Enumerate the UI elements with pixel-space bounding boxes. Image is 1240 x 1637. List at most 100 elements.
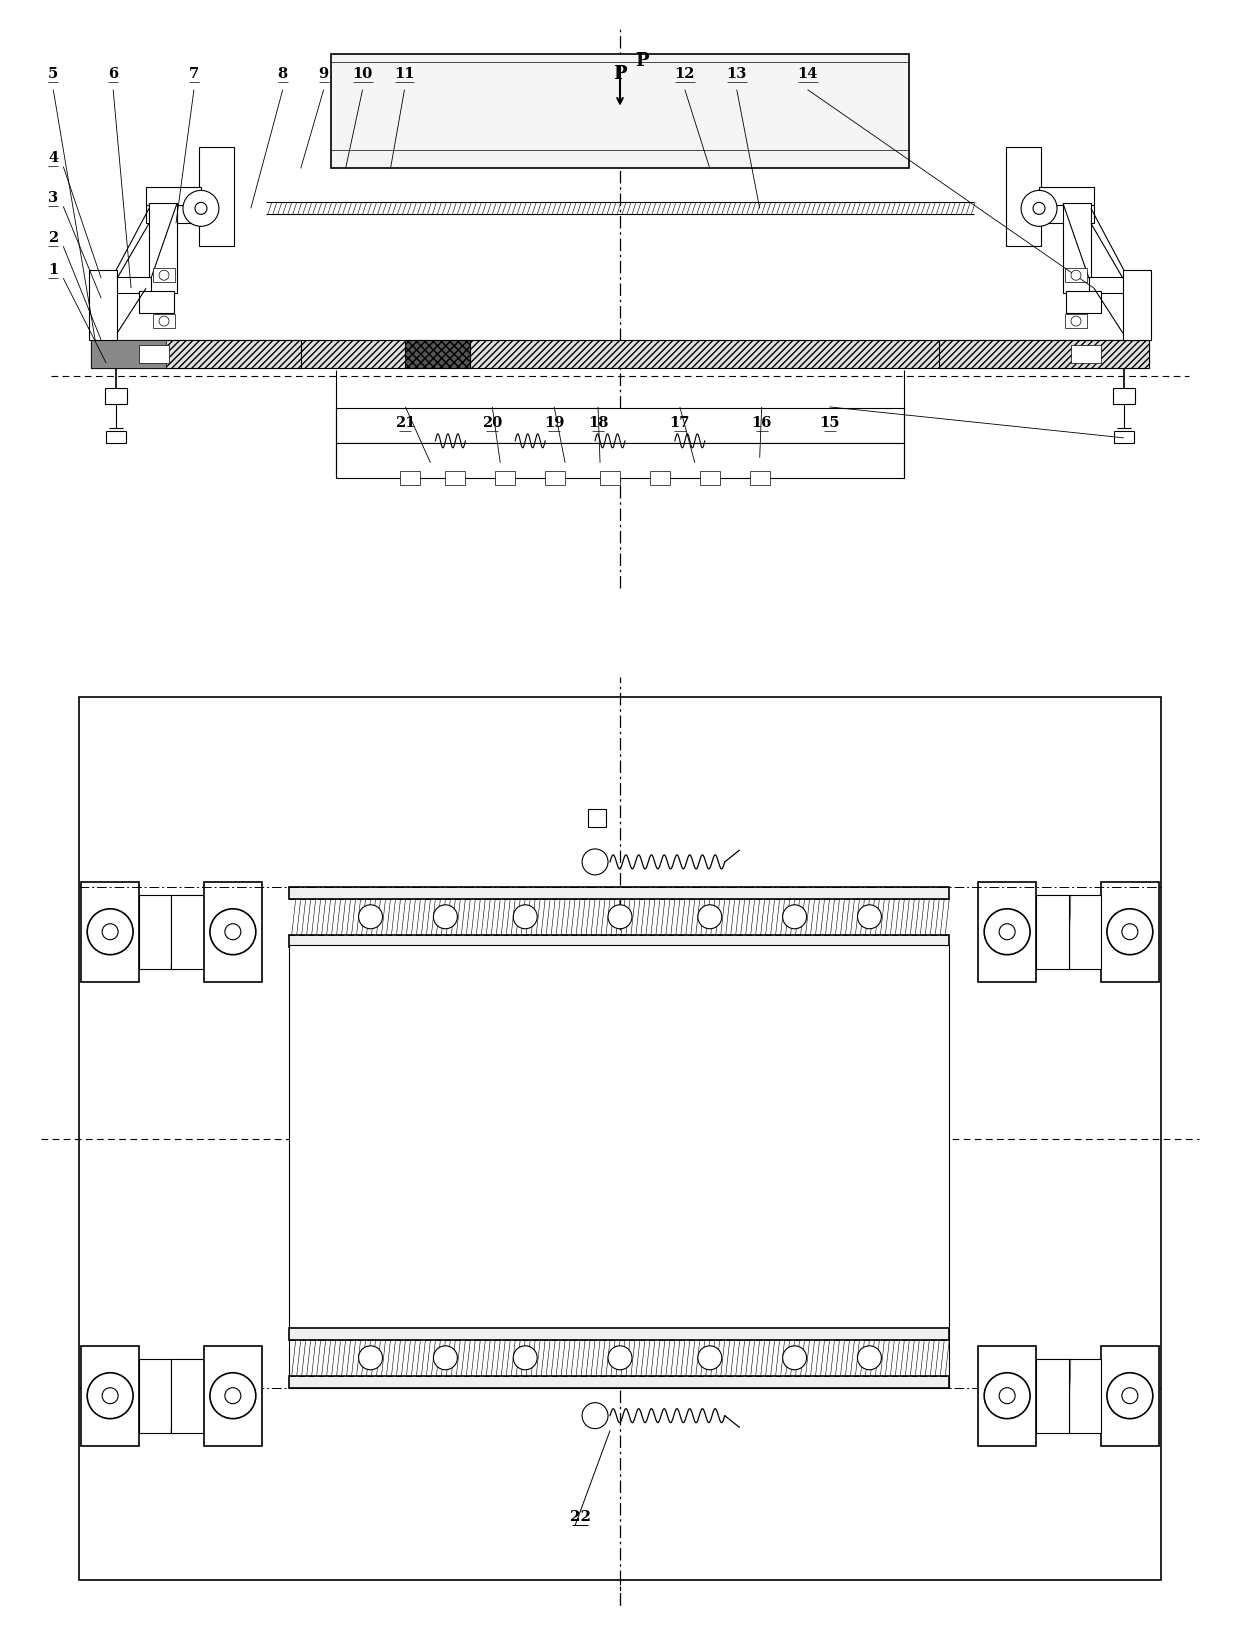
Bar xyxy=(1101,882,1159,982)
Circle shape xyxy=(858,1346,882,1370)
Bar xyxy=(81,1346,139,1445)
Text: 14: 14 xyxy=(797,67,817,80)
Circle shape xyxy=(513,1346,537,1370)
Bar xyxy=(171,1359,203,1432)
Circle shape xyxy=(210,1373,255,1419)
Circle shape xyxy=(1033,203,1045,214)
Circle shape xyxy=(1021,190,1056,226)
Circle shape xyxy=(358,1346,382,1370)
Circle shape xyxy=(1122,923,1138,940)
Circle shape xyxy=(1107,909,1153,954)
Circle shape xyxy=(210,909,255,954)
Circle shape xyxy=(358,905,382,928)
Bar xyxy=(445,471,465,485)
Bar xyxy=(139,895,171,969)
Circle shape xyxy=(1122,1388,1138,1403)
Text: 10: 10 xyxy=(352,67,373,80)
Bar xyxy=(92,340,166,368)
Bar xyxy=(405,340,470,368)
Bar xyxy=(1101,1346,1159,1445)
Bar xyxy=(1065,314,1087,327)
Bar xyxy=(105,388,128,404)
Bar xyxy=(1071,345,1101,363)
Bar xyxy=(93,277,151,293)
Text: 15: 15 xyxy=(820,416,839,431)
Bar xyxy=(939,340,1148,368)
Text: 6: 6 xyxy=(108,67,118,80)
Circle shape xyxy=(159,316,169,326)
Circle shape xyxy=(985,909,1030,954)
Bar xyxy=(81,882,139,982)
Circle shape xyxy=(434,1346,458,1370)
Bar xyxy=(146,205,201,223)
Text: 13: 13 xyxy=(727,67,746,80)
Bar xyxy=(600,471,620,485)
Circle shape xyxy=(608,905,632,928)
Bar xyxy=(92,340,1148,368)
Bar xyxy=(203,882,262,982)
Circle shape xyxy=(184,190,219,226)
Bar xyxy=(198,146,234,246)
Bar xyxy=(139,291,174,313)
Text: 18: 18 xyxy=(588,416,609,431)
Circle shape xyxy=(87,909,133,954)
Bar xyxy=(149,203,177,293)
Circle shape xyxy=(434,905,458,928)
Bar xyxy=(289,935,950,946)
Circle shape xyxy=(1107,1373,1153,1419)
Text: P: P xyxy=(635,52,649,70)
Circle shape xyxy=(698,1346,722,1370)
Text: 3: 3 xyxy=(48,192,58,205)
Bar xyxy=(1065,268,1087,282)
Circle shape xyxy=(858,905,882,928)
Text: 16: 16 xyxy=(751,416,771,431)
Circle shape xyxy=(159,270,169,280)
Circle shape xyxy=(1071,270,1081,280)
Bar xyxy=(139,345,169,363)
Bar xyxy=(588,809,606,827)
Text: 1: 1 xyxy=(48,264,58,277)
Circle shape xyxy=(513,905,537,928)
Bar xyxy=(1114,431,1133,444)
Bar xyxy=(203,1346,262,1445)
Bar xyxy=(331,54,909,169)
Text: 21: 21 xyxy=(396,416,415,431)
Circle shape xyxy=(195,203,207,214)
Bar xyxy=(289,945,950,1388)
Circle shape xyxy=(87,1373,133,1419)
Text: 9: 9 xyxy=(319,67,329,80)
Circle shape xyxy=(102,923,118,940)
Text: 11: 11 xyxy=(394,67,414,80)
Bar xyxy=(978,1346,1037,1445)
Circle shape xyxy=(102,1388,118,1403)
Bar xyxy=(1112,388,1135,404)
Circle shape xyxy=(782,905,806,928)
Bar xyxy=(1037,1359,1069,1432)
Bar xyxy=(699,471,719,485)
Circle shape xyxy=(782,1346,806,1370)
Bar xyxy=(146,187,201,205)
Bar xyxy=(107,431,126,444)
Text: 8: 8 xyxy=(278,67,288,80)
Text: 12: 12 xyxy=(675,67,696,80)
Bar xyxy=(289,1375,950,1388)
Bar xyxy=(336,444,904,478)
Bar xyxy=(92,340,301,368)
Bar xyxy=(1066,291,1101,313)
Circle shape xyxy=(999,923,1016,940)
Circle shape xyxy=(698,905,722,928)
Bar xyxy=(79,697,1161,1580)
Circle shape xyxy=(985,1373,1030,1419)
Bar xyxy=(1037,895,1069,969)
Circle shape xyxy=(608,1346,632,1370)
Bar xyxy=(89,270,117,340)
Text: 17: 17 xyxy=(670,416,689,431)
Bar xyxy=(750,471,770,485)
Bar xyxy=(336,408,904,444)
Text: 5: 5 xyxy=(48,67,58,80)
Circle shape xyxy=(224,923,241,940)
Circle shape xyxy=(1071,316,1081,326)
Bar xyxy=(1089,277,1147,293)
Bar xyxy=(289,887,950,899)
Bar xyxy=(1039,187,1094,205)
